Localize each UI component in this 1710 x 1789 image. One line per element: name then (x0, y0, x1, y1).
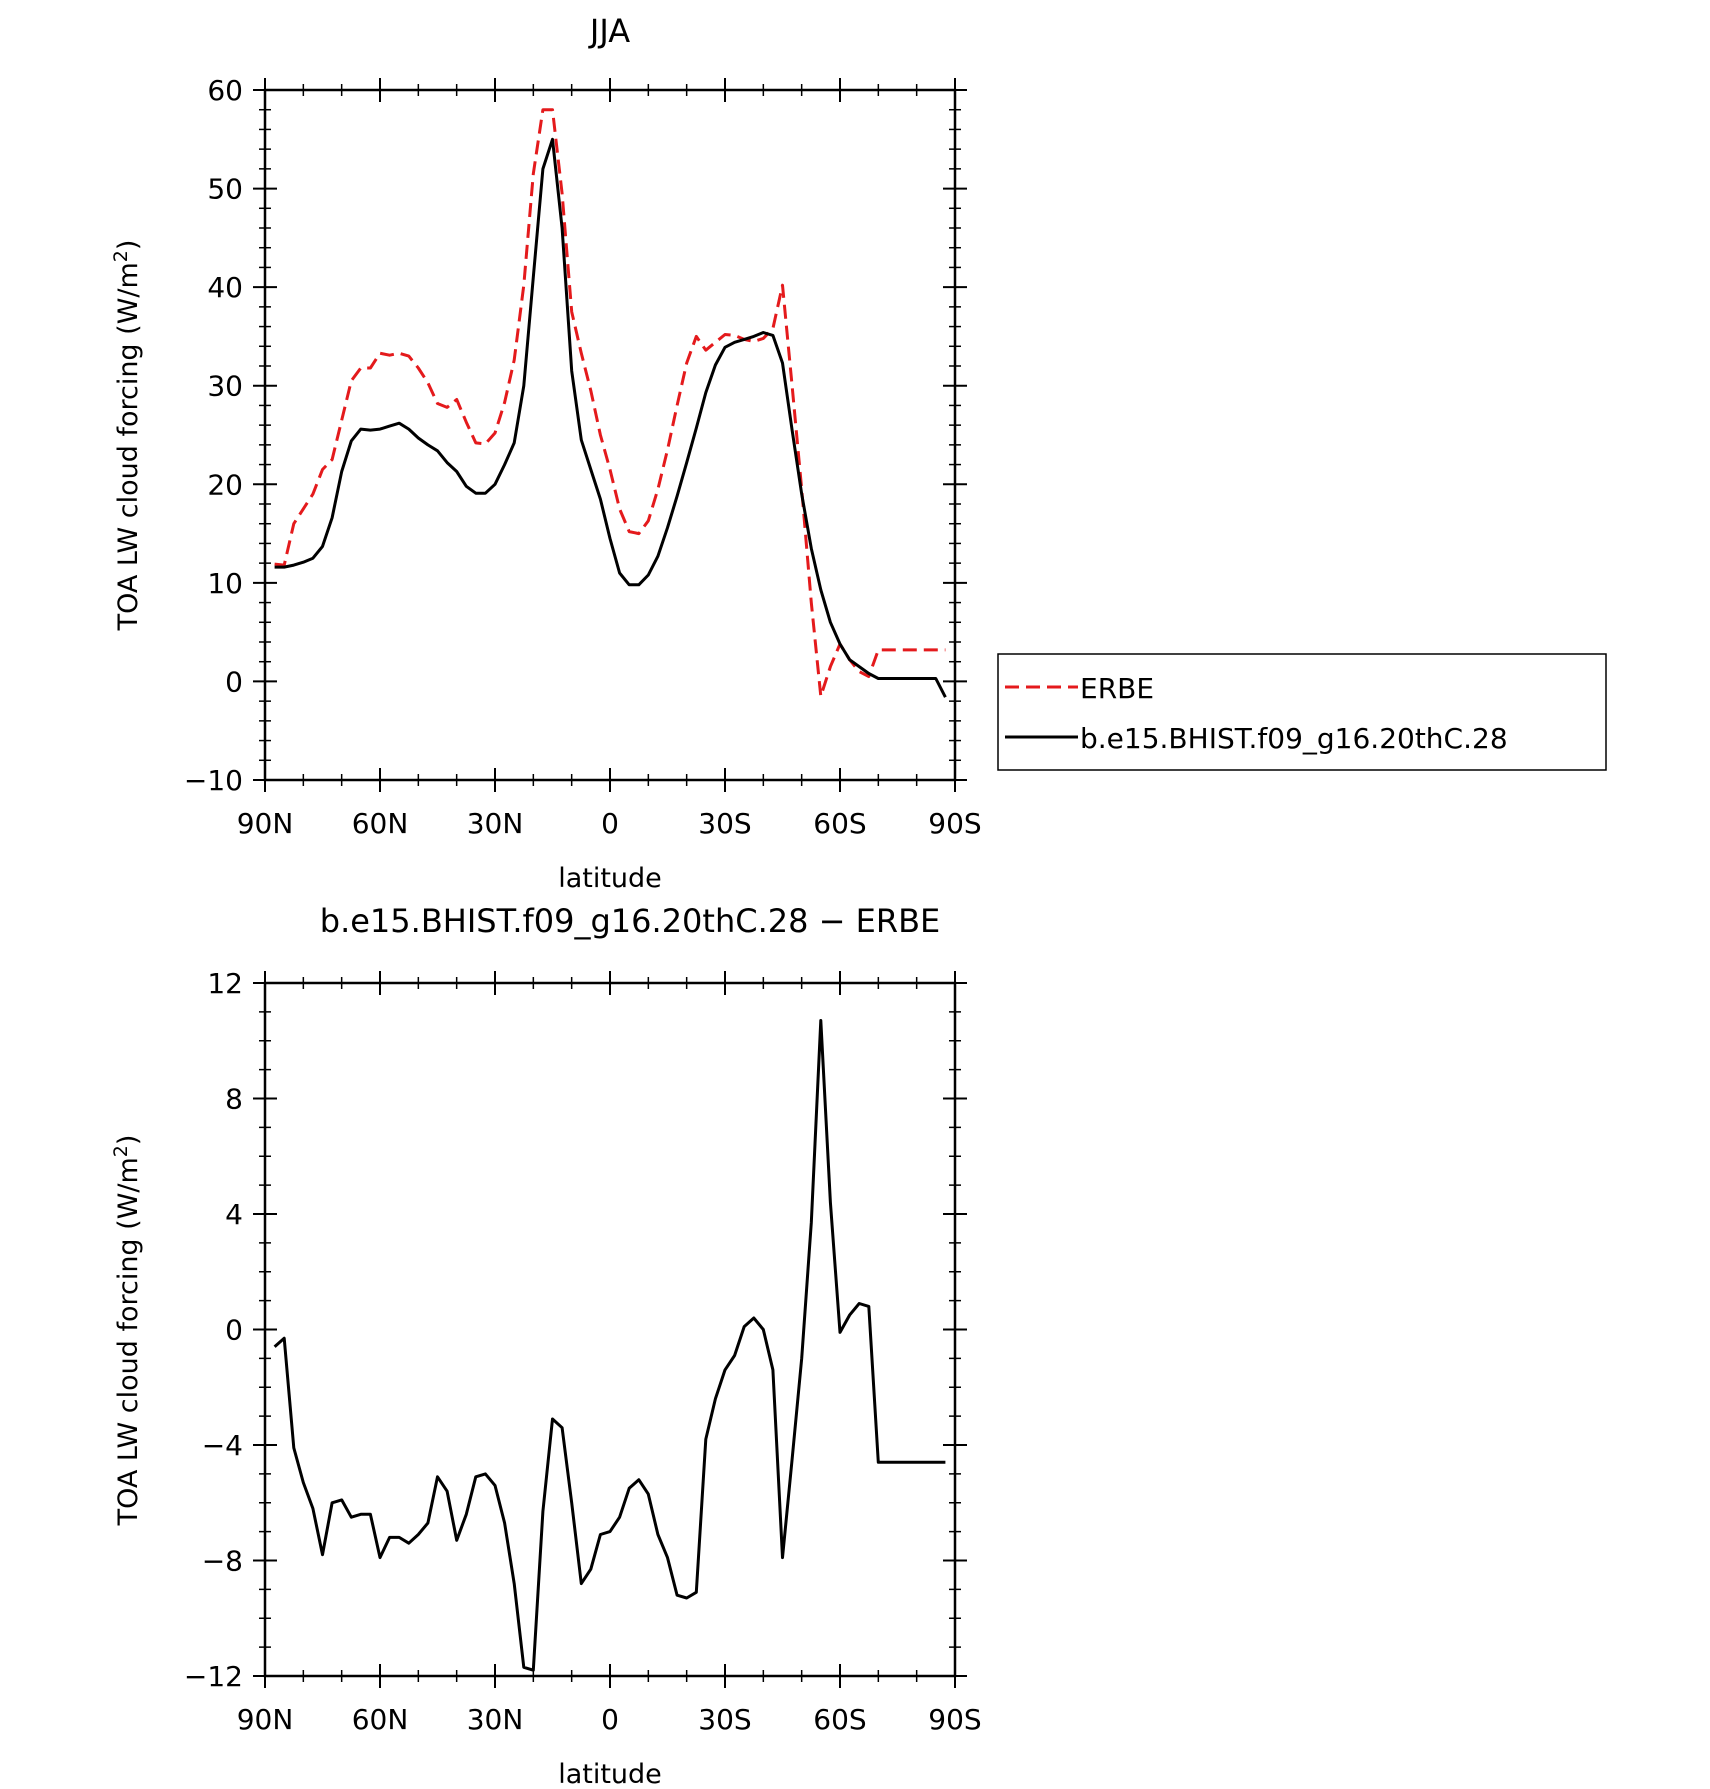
y-tick-label: 20 (207, 468, 243, 501)
legend-frame (997, 653, 1607, 771)
x-axis-label: latitude (558, 863, 662, 894)
y-tick-label: 60 (207, 74, 243, 107)
y-axis-label-main: TOA LW cloud forcing (W/m (113, 262, 144, 631)
legend-label-erbe: ERBE (1080, 672, 1154, 705)
x-tick-label: 0 (601, 807, 619, 840)
y-tick-label: 40 (207, 271, 243, 304)
x-tick-label: 60N (352, 807, 409, 840)
y-tick-label: 8 (225, 1083, 243, 1116)
y-tick-labels-bottom: −12 −8 −4 0 4 8 12 (184, 967, 243, 1693)
y-axis-label-sup: 2 (110, 250, 132, 262)
panel-bottom: b.e15.BHIST.f09_g16.20thC.28 − ERBE −12−… (110, 902, 982, 1789)
legend-label-model: b.e15.BHIST.f09_g16.20thC.28 (1080, 722, 1508, 755)
plot-frame-bottom (263, 981, 957, 1678)
x-tick-label: 90S (928, 1703, 981, 1736)
y-tick-label: 30 (207, 370, 243, 403)
plot-area-bottom: −12 −8 −4 0 4 8 12 90N 60N 30N 0 30S 60S 90S (184, 967, 982, 1736)
y-tick-label: 0 (225, 665, 243, 698)
y-tick-label: 4 (225, 1198, 243, 1231)
panel-top: JJA −10 0 10 20 30 40 50 60 90N 60N 30N 0 30S 60S 90S… (110, 12, 1607, 894)
x-tick-label: 30S (698, 1703, 751, 1736)
x-tick-labels-bottom: 90N 60N 30N 0 30S 60S 90S (237, 1703, 982, 1736)
series-lines-bottom (273, 1019, 946, 1672)
y-tick-label: −10 (184, 764, 243, 797)
x-tick-labels: 90N 60N 30N 0 30S 60S 90S (237, 807, 982, 840)
y-tick-label: −4 (202, 1429, 243, 1462)
y-tick-label: 50 (207, 173, 243, 206)
axis-ticks-bottom (253, 971, 967, 1688)
x-axis-label-bottom: latitude (558, 1759, 662, 1789)
chart-title: JJA (588, 12, 630, 50)
y-tick-label: −8 (202, 1545, 243, 1578)
y-axis-label-sup: 2 (110, 1145, 132, 1157)
x-tick-label: 60S (813, 1703, 866, 1736)
series-line-0 (273, 1019, 946, 1672)
series-line-1 (274, 137, 947, 698)
y-axis-label-bottom: TOA LW cloud forcing (W/m2) (110, 1135, 144, 1527)
series-line-0 (274, 108, 946, 698)
x-tick-label: 90N (237, 1703, 294, 1736)
x-tick-label: 0 (601, 1703, 619, 1736)
plot-frame (263, 88, 957, 782)
x-tick-label: 90S (928, 807, 981, 840)
x-tick-label: 60S (813, 807, 866, 840)
y-axis-label-main: TOA LW cloud forcing (W/m (113, 1157, 144, 1526)
x-tick-label: 30S (698, 807, 751, 840)
y-tick-label: 12 (207, 967, 243, 1000)
plot-area: −10 0 10 20 30 40 50 60 90N 60N 30N 0 30S 60S 90S (184, 74, 982, 840)
y-axis-label-end: ) (113, 1135, 144, 1146)
x-tick-label: 90N (237, 807, 294, 840)
y-tick-labels: −10 0 10 20 30 40 50 60 (184, 74, 243, 797)
y-axis-label: TOA LW cloud forcing (W/m2) (110, 240, 144, 632)
x-tick-label: 30N (467, 1703, 524, 1736)
series-lines (274, 108, 947, 698)
legend: ERBE b.e15.BHIST.f09_g16.20thC.28 (997, 653, 1607, 771)
y-tick-label: 10 (207, 567, 243, 600)
y-axis-label-end: ) (113, 240, 144, 251)
y-tick-label: −12 (184, 1660, 243, 1693)
x-tick-label: 30N (467, 807, 524, 840)
chart-title-bottom: b.e15.BHIST.f09_g16.20thC.28 − ERBE (320, 902, 941, 940)
axis-ticks (253, 78, 967, 792)
x-tick-label: 60N (352, 1703, 409, 1736)
y-tick-label: 0 (225, 1314, 243, 1347)
